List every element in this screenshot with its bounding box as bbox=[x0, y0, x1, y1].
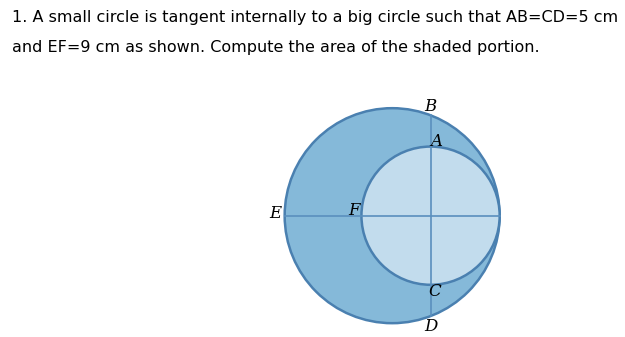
Text: F: F bbox=[348, 202, 359, 219]
Text: D: D bbox=[424, 317, 438, 335]
Text: B: B bbox=[424, 98, 437, 115]
Text: and EF=9 cm as shown. Compute the area of the shaded portion.: and EF=9 cm as shown. Compute the area o… bbox=[12, 40, 540, 56]
Text: A: A bbox=[430, 133, 442, 150]
Circle shape bbox=[361, 147, 499, 285]
Text: E: E bbox=[269, 205, 281, 222]
Text: 1. A small circle is tangent internally to a big circle such that AB=CD=5 cm: 1. A small circle is tangent internally … bbox=[12, 10, 619, 25]
Circle shape bbox=[284, 108, 499, 323]
Text: C: C bbox=[429, 283, 441, 300]
